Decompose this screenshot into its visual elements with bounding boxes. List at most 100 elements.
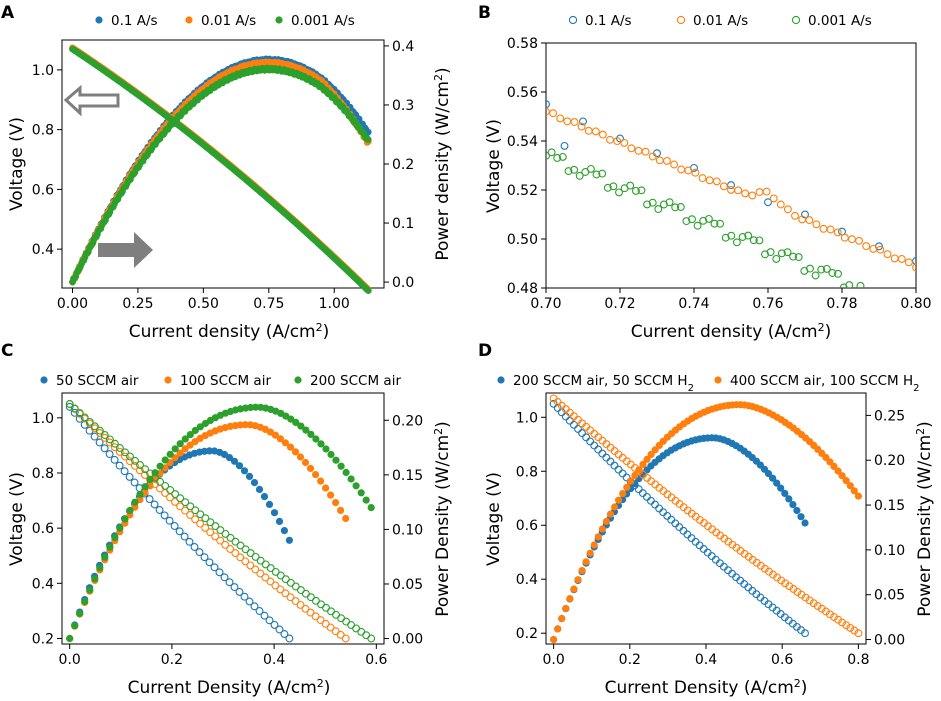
data-point [741,189,750,198]
y2-axis-label: Power Density (W/cm2) [432,421,454,617]
data-point [783,205,792,214]
power-point [71,622,79,630]
x-tick-label: 0.70 [530,296,561,312]
voltage-point [838,618,847,627]
power-point [156,462,164,470]
voltage-point [646,496,655,505]
legend-marker [294,376,302,384]
voltage-point [125,472,134,481]
voltage-point [260,611,269,620]
data-point [665,198,674,207]
data-point [549,109,558,118]
power-point [639,460,647,468]
voltage-point [181,506,190,515]
data-point [553,154,562,162]
series-0.001 A/s [69,45,372,294]
voltage-point [317,600,325,609]
voltage-point [225,578,234,587]
data-point [727,231,736,240]
data-point [654,205,663,214]
power-point [327,491,335,499]
x-tick-label: 0.75 [253,296,284,312]
data-point [579,117,587,126]
voltage-point [651,500,659,509]
data-point [547,148,556,157]
x-axis-label: Current Density (A/cm2) [128,677,331,699]
power-point [191,426,199,435]
power-point [631,471,639,479]
power-point [66,634,74,643]
data-point [764,198,772,207]
data-point [648,198,657,207]
y-axis-label: Voltage (V) [7,472,27,566]
power-point [235,462,244,470]
power-point [96,564,104,572]
power-point [830,462,838,470]
voltage-point [326,623,335,632]
data-point [734,186,743,195]
voltage-point [261,573,270,582]
legend-marker [185,16,193,24]
voltage-point [75,409,84,417]
power-point [317,440,325,448]
voltage-point [236,553,245,562]
data-point [897,255,906,263]
y-tick-label: 0.6 [32,182,54,198]
legend-label: 100 SCCM air [180,373,271,389]
y-tick-label: 0.58 [507,36,538,52]
power-point [342,468,350,477]
power-point [764,470,773,478]
x-tick-label: 0.80 [900,296,931,312]
power-point [365,136,372,143]
data-point [688,215,696,224]
voltage-point [291,597,300,606]
voltage-point [251,565,260,574]
data-point [606,135,614,144]
voltage-point [598,449,607,458]
voltage-point [291,582,300,591]
data-point [546,151,550,160]
data-point [698,174,707,183]
y2-tick-label: 0.00 [874,633,905,649]
power-point [574,576,582,584]
legend-label: 0.001 A/s [291,13,355,29]
power-point [146,475,154,484]
power-point [586,549,594,557]
voltage-point [176,494,185,503]
data-point [776,200,785,209]
power-point [623,483,631,491]
power-point [161,456,169,464]
voltage-point [280,630,289,638]
y2-tick-label: 0.3 [392,98,414,114]
power-point [578,567,586,575]
voltage-point [226,533,235,542]
voltage-point [805,596,814,605]
voltage-point [817,604,826,613]
voltage-point [574,425,582,433]
data-point [822,264,831,273]
voltage-point [160,511,169,520]
voltage-point [201,514,210,523]
voltage-point [276,585,285,594]
voltage-point [65,400,74,408]
voltage-point [230,583,239,592]
legend-marker [164,376,172,384]
power-point [801,519,809,527]
panel-label-c: C [1,341,13,361]
data-point [603,183,612,192]
voltage-point [586,437,595,446]
power-point [166,450,174,458]
power-point [270,509,279,517]
power-point [643,455,651,463]
voltage-point [206,518,215,527]
y2-tick-label: 0.05 [392,577,423,593]
power-point [76,609,84,618]
data-point [817,265,826,274]
voltage-point [176,502,185,511]
power-point [647,450,655,458]
voltage-point [196,510,205,519]
power-point [312,471,320,479]
data-point [677,165,686,174]
data-point [598,130,607,139]
